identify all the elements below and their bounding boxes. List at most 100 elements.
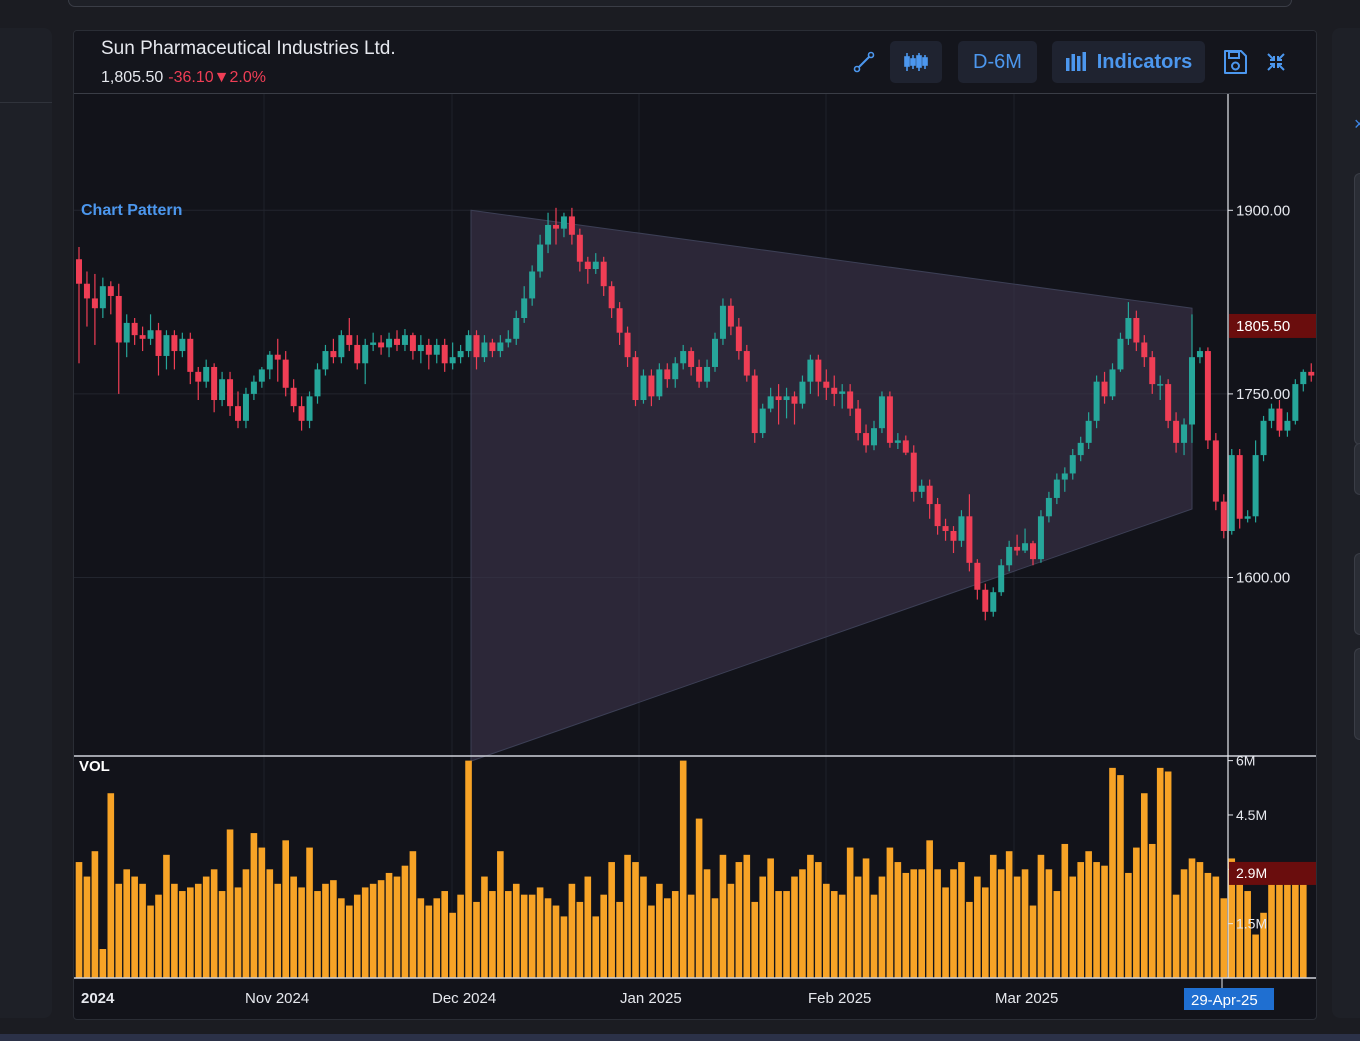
volume-bar[interactable] [719, 854, 727, 978]
volume-bar[interactable] [258, 847, 266, 978]
volume-bar[interactable] [377, 880, 385, 978]
volume-bar[interactable] [147, 905, 154, 978]
candle-body[interactable] [274, 354, 281, 360]
volume-bar[interactable] [449, 912, 456, 978]
candle-body[interactable] [227, 379, 234, 407]
volume-bar[interactable] [632, 862, 639, 978]
candle-body[interactable] [719, 305, 726, 339]
collapse-button[interactable] [1260, 41, 1292, 83]
volume-bar[interactable] [91, 851, 99, 978]
volume-bar[interactable] [298, 887, 305, 978]
volume-bar[interactable] [1180, 869, 1188, 978]
volume-bar[interactable] [123, 869, 130, 978]
candle-body[interactable] [1252, 455, 1259, 517]
candle-body[interactable] [425, 344, 432, 355]
candle-body[interactable] [1109, 369, 1116, 397]
candle-body[interactable] [815, 359, 822, 382]
volume-bar[interactable] [1244, 891, 1251, 978]
volume-bar[interactable] [528, 894, 536, 978]
candle-body[interactable] [672, 363, 679, 380]
candle-body[interactable] [378, 342, 385, 348]
volume-bar[interactable] [600, 894, 607, 978]
candle-body[interactable] [465, 335, 472, 352]
volume-bar[interactable] [226, 829, 234, 978]
candle-body[interactable] [139, 335, 146, 339]
volume-bar[interactable] [1093, 862, 1100, 978]
volume-bar[interactable] [1077, 862, 1084, 978]
volume-bar[interactable] [1164, 771, 1172, 978]
candle-body[interactable] [1292, 384, 1299, 421]
volume-bar[interactable] [433, 898, 441, 978]
candle-body[interactable] [998, 565, 1005, 593]
draw-line-button[interactable] [846, 41, 882, 83]
volume-bar[interactable] [846, 847, 854, 978]
volume-bar[interactable] [958, 862, 965, 978]
volume-bar[interactable] [1196, 862, 1204, 978]
volume-bar[interactable] [1117, 775, 1124, 978]
volume-bar[interactable] [1148, 843, 1156, 978]
candle-body[interactable] [441, 344, 448, 364]
volume-bar[interactable] [497, 851, 504, 978]
candle-body[interactable] [195, 371, 202, 382]
candle-body[interactable] [322, 351, 329, 370]
volume-bar[interactable] [1109, 767, 1116, 978]
side-tab[interactable] [1354, 648, 1360, 740]
candle-body[interactable] [584, 261, 591, 270]
volume-bar[interactable] [759, 876, 766, 978]
side-tab[interactable] [1354, 553, 1360, 635]
volume-bar[interactable] [1292, 862, 1299, 978]
volume-bar[interactable] [1236, 876, 1243, 978]
volume-bar[interactable] [1276, 869, 1283, 978]
volume-bar[interactable] [520, 894, 528, 978]
candle-body[interactable] [1149, 357, 1156, 385]
candle-body[interactable] [354, 344, 361, 364]
candle-body[interactable] [640, 375, 647, 401]
volume-bar[interactable] [886, 847, 894, 978]
volume-bar[interactable] [155, 894, 162, 978]
candle-body[interactable] [409, 335, 416, 352]
candle-body[interactable] [1101, 381, 1108, 397]
candle-body[interactable] [735, 326, 742, 352]
candle-body[interactable] [974, 562, 981, 590]
candle-body[interactable] [1045, 497, 1052, 517]
volume-bar[interactable] [1053, 891, 1061, 978]
candle-body[interactable] [648, 375, 655, 397]
volume-bar[interactable] [361, 887, 369, 978]
volume-bar[interactable] [489, 891, 496, 978]
candle-body[interactable] [417, 344, 424, 352]
candle-body[interactable] [934, 504, 941, 527]
volume-bar[interactable] [926, 840, 933, 978]
candle-body[interactable] [219, 379, 226, 401]
candle-body[interactable] [1069, 455, 1076, 474]
candle-body[interactable] [727, 305, 734, 327]
candle-body[interactable] [831, 387, 838, 394]
volume-bar[interactable] [250, 833, 258, 978]
candle-body[interactable] [115, 295, 122, 343]
candle-body[interactable] [871, 428, 877, 446]
candle-body[interactable] [235, 406, 241, 421]
candle-body[interactable] [1085, 420, 1092, 443]
candle-body[interactable] [1276, 408, 1283, 431]
volume-bar[interactable] [1005, 851, 1013, 978]
candle-body[interactable] [1284, 420, 1291, 431]
volume-bar[interactable] [1220, 898, 1228, 978]
candle-body[interactable] [1117, 338, 1124, 370]
volume-bar[interactable] [552, 905, 560, 978]
volume-bar[interactable] [218, 891, 226, 978]
candle-body[interactable] [966, 516, 973, 563]
volume-bar[interactable] [727, 883, 735, 978]
candle-body[interactable] [712, 338, 718, 367]
candle-body[interactable] [894, 440, 901, 443]
candle-body[interactable] [902, 440, 909, 453]
volume-bar[interactable] [1260, 912, 1267, 978]
candle-body[interactable] [847, 391, 854, 409]
volume-bar[interactable] [1061, 843, 1069, 978]
range-button[interactable]: D-6M [958, 41, 1037, 83]
volume-bar[interactable] [306, 847, 313, 978]
candle-body[interactable] [1077, 442, 1084, 456]
volume-bar[interactable] [544, 898, 552, 978]
candle-body[interactable] [942, 526, 949, 531]
candle-body[interactable] [473, 335, 480, 358]
candle-body[interactable] [242, 393, 249, 421]
candle-body[interactable] [155, 330, 162, 356]
